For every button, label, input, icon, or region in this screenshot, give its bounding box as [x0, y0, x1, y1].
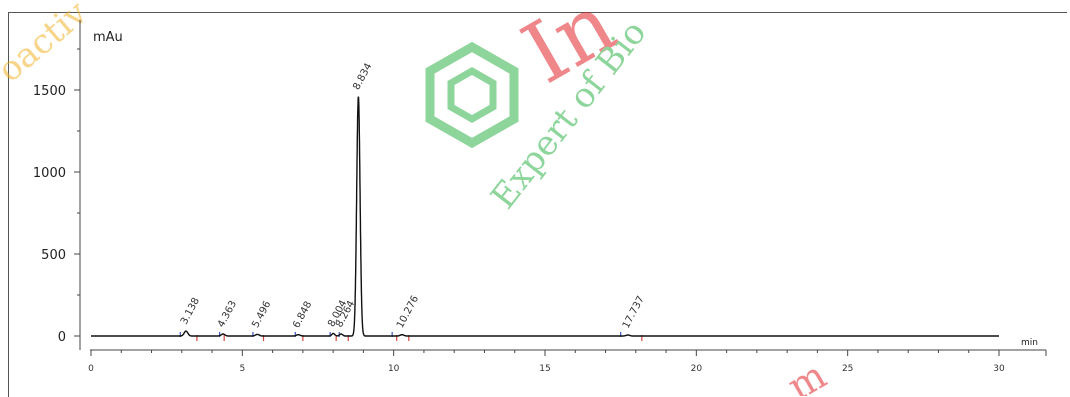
watermark-left-text: oactiv: [0, 0, 96, 90]
y-tick-label: 1000: [33, 166, 66, 181]
x-tick-label: 0: [88, 364, 94, 374]
chart-frame: [8, 12, 1067, 397]
peak-label: 10.276: [395, 294, 421, 330]
x-tick-label: 15: [539, 364, 550, 374]
watermark-logo-icon: [425, 41, 519, 149]
peak-label: 8.834: [351, 62, 374, 92]
peak-label: 17.737: [621, 294, 647, 330]
y-tick-label: 0: [58, 330, 66, 345]
x-tick-label: 25: [842, 364, 853, 374]
peak-label: 4.363: [216, 299, 239, 329]
y-tick-label: 500: [41, 248, 66, 263]
x-tick-label: 10: [388, 364, 400, 374]
y-axis-unit: mAu: [93, 30, 123, 45]
peak-label: 6.848: [291, 300, 314, 330]
y-tick-label: 1500: [33, 84, 66, 99]
peak-label: 3.138: [179, 296, 202, 326]
x-tick-label: 20: [691, 364, 703, 374]
x-tick-label: 5: [239, 364, 245, 374]
x-tick-label: 30: [993, 364, 1005, 374]
chromatogram-trace: [91, 96, 999, 337]
peak-label: 5.496: [250, 299, 273, 329]
x-axis-unit: min: [1021, 338, 1038, 348]
watermark-bottom-text: m: [780, 353, 833, 396]
